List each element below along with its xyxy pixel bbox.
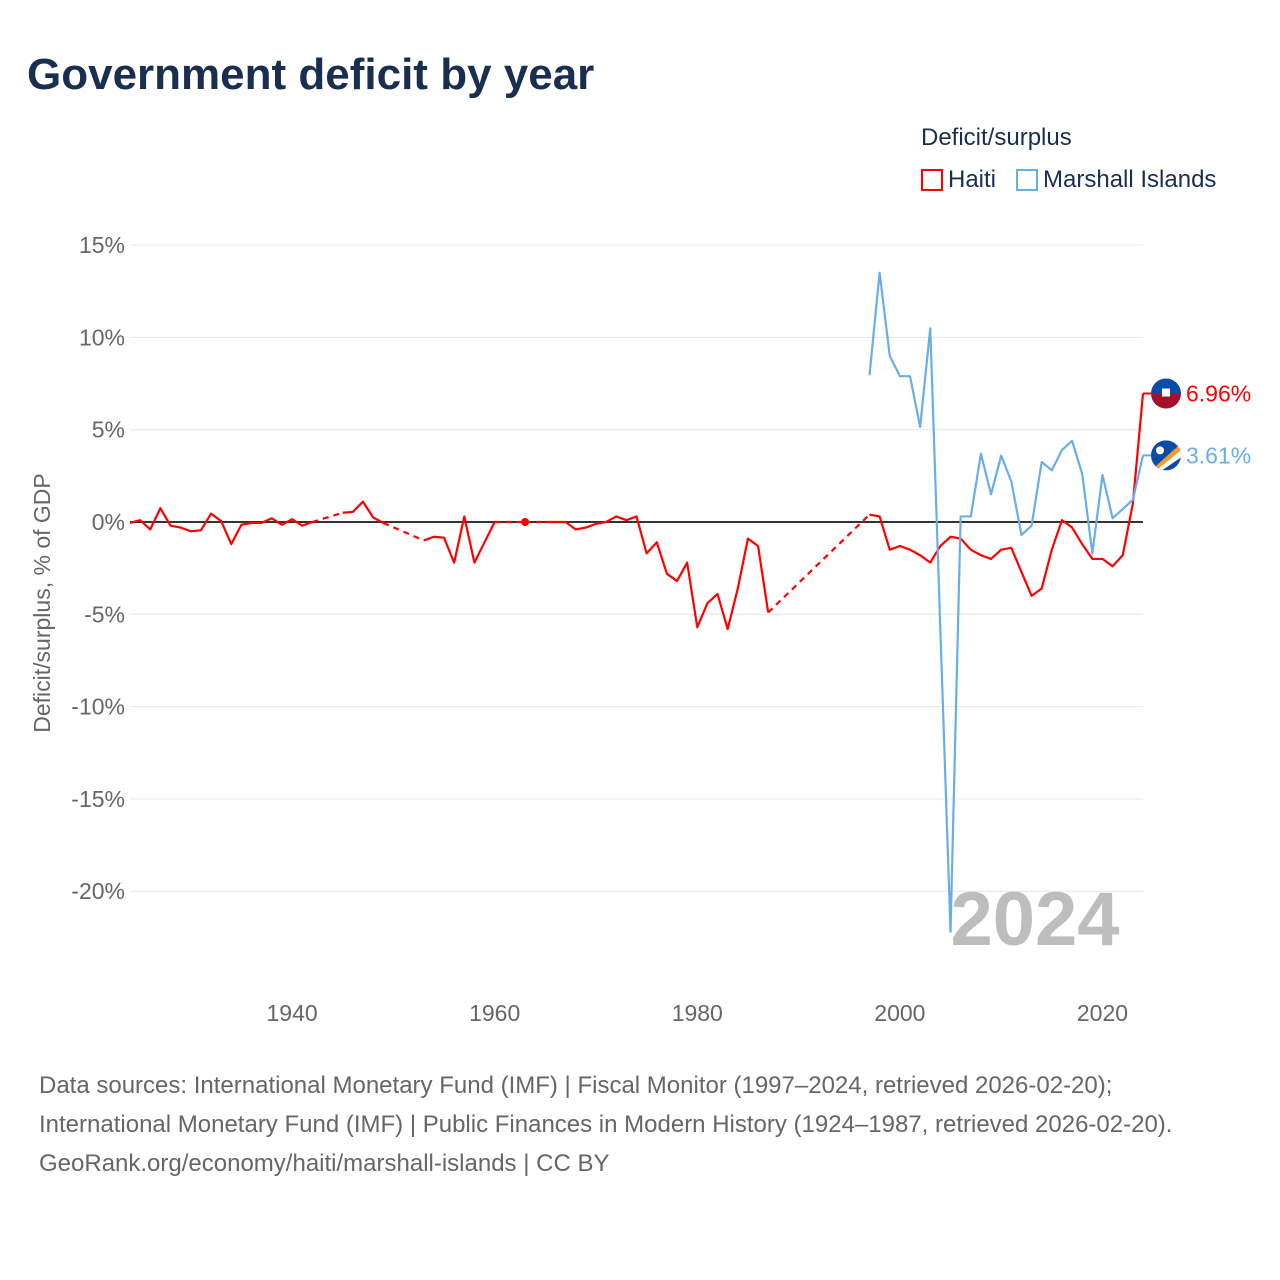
legend: Haiti Marshall Islands [921,166,1216,194]
x-tick-label: 1940 [266,1000,317,1026]
end-value-label: 6.96% [1186,381,1251,407]
y-tick-label: 10% [79,324,125,350]
series-gap-line-0 [312,511,344,524]
legend-item-marshall-islands[interactable]: Marshall Islands [1016,166,1216,194]
y-tick-label: -5% [84,601,125,627]
data-sources: Data sources: International Monetary Fun… [39,1072,1173,1138]
series-line-0 [129,507,313,546]
legend-label-haiti: Haiti [948,166,997,193]
y-tick-label: -20% [71,878,125,904]
series-line-0 [545,515,770,631]
legend-item-haiti[interactable]: Haiti [921,166,996,194]
x-tick-label: 1980 [672,1000,723,1026]
y-tick-label: 0% [92,509,125,535]
series-gap-line-0 [767,513,871,614]
marshall-islands-flag-icon [1151,440,1181,471]
x-tick-label: 1960 [469,1000,520,1026]
haiti-flag-icon [1151,378,1181,409]
y-tick-label: 15% [79,232,125,258]
series-gap-line-0 [382,521,425,542]
source-link[interactable]: GeoRank.org/economy/haiti/marshall-islan… [39,1150,610,1177]
series-line-0 [869,393,1145,597]
series-line-0 [423,515,496,564]
y-tick-label: 5% [92,417,125,443]
legend-label-marshall-islands: Marshall Islands [1043,166,1217,193]
y-tick-label: -10% [71,694,125,720]
y-axis-label: Deficit/surplus, % of GDP [29,473,55,732]
y-tick-label: -15% [71,786,125,812]
legend-swatch-haiti [921,169,943,191]
year-watermark: 2024 [950,877,1119,962]
legend-swatch-marshall-islands [1016,169,1039,191]
legend-title: Deficit/surplus [921,124,1072,151]
series-line-1 [868,271,1145,933]
series-line-0 [342,500,384,524]
page-title: Government deficit by year [27,50,595,99]
x-tick-label: 2020 [1077,1000,1128,1026]
x-tick-label: 2000 [874,1000,925,1026]
end-value-label: 3.61% [1186,442,1251,468]
data-point[interactable] [521,518,530,526]
footer: Data sources: International Monetary Fun… [39,1066,1239,1183]
